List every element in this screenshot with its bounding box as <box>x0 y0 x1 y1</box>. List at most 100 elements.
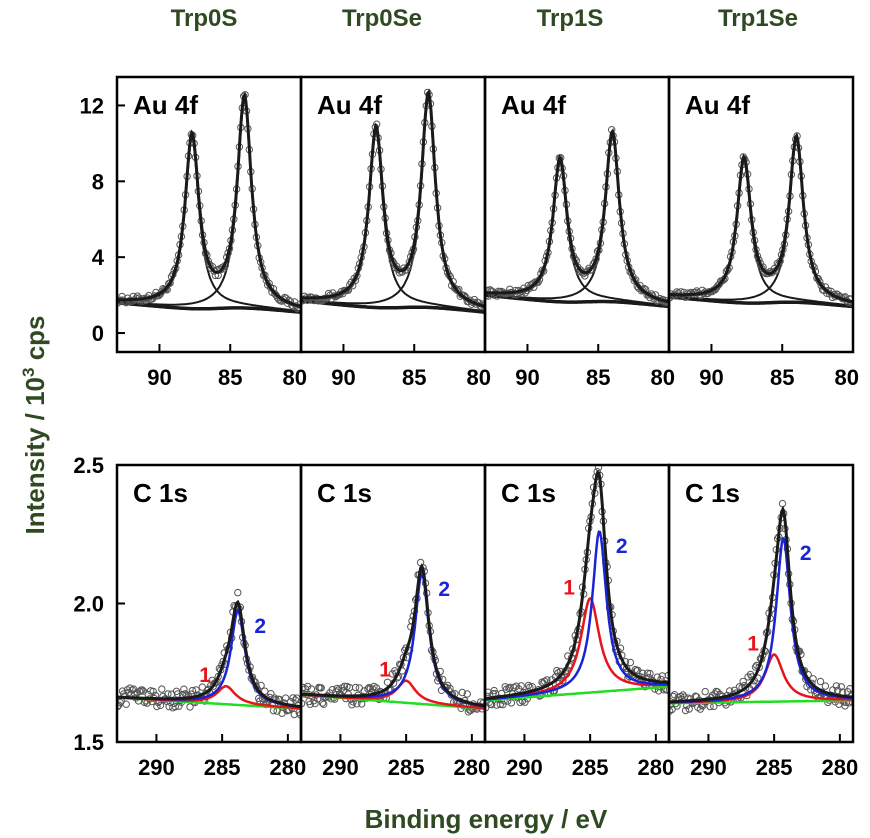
total-fit-line <box>485 127 669 304</box>
data-point <box>488 700 496 709</box>
total-fit-line <box>117 91 301 309</box>
data-point <box>320 700 328 708</box>
data-point <box>307 685 316 693</box>
peak-label-1: 1 <box>199 664 211 687</box>
x-tick-label: 90 <box>331 365 355 390</box>
plot-area <box>485 126 669 309</box>
total-fit-line <box>669 132 853 304</box>
data-point <box>809 675 817 683</box>
data-point <box>778 499 787 508</box>
plot-area <box>117 588 301 719</box>
data-point <box>351 683 360 692</box>
data-point <box>713 688 722 696</box>
panel-bottom-trp1se: 1 2 C 1s 290 285 280 <box>667 463 858 780</box>
data-point <box>505 684 513 692</box>
panel-frame <box>667 463 855 744</box>
background-line <box>485 685 669 702</box>
peak-label-1: 1 <box>379 659 391 682</box>
panel-label: C 1s <box>133 478 188 508</box>
data-point <box>139 687 148 695</box>
x-tick-label: 280 <box>453 755 490 780</box>
total-fit-line <box>301 88 485 308</box>
data-point <box>669 705 676 714</box>
data-point <box>149 687 157 696</box>
plot-area <box>117 91 301 314</box>
x-axis-title: Binding energy / eV <box>365 804 608 834</box>
total-fit-line <box>485 470 669 700</box>
x-tick-label: 80 <box>651 365 675 390</box>
data-point <box>339 687 347 695</box>
data-point <box>453 286 462 295</box>
y-tick-label: 0 <box>92 321 104 346</box>
x-tick-label: 285 <box>204 755 241 780</box>
data-point <box>188 686 197 695</box>
data-point <box>304 682 312 691</box>
x-tick-label: 90 <box>515 365 539 390</box>
x-tick-label: 90 <box>147 365 171 390</box>
panel-bottom-trp0se: 1 2 C 1s 290 285 280 <box>299 463 490 780</box>
data-point <box>234 588 242 597</box>
total-fit-line <box>117 599 301 709</box>
data-point <box>594 465 603 472</box>
au-4f7-component-line <box>301 128 485 313</box>
data-point <box>742 684 750 692</box>
background-line <box>117 300 301 314</box>
x-tick-label: 280 <box>821 755 858 780</box>
x-tick-label: 85 <box>586 365 610 390</box>
x-tick-label: 85 <box>218 365 242 390</box>
data-point <box>463 690 471 698</box>
column-title-trp0se: Trp0Se <box>342 5 422 32</box>
data-point <box>744 673 752 681</box>
y-tick-label: 12 <box>80 93 104 118</box>
data-point <box>681 706 690 715</box>
data-point <box>832 682 841 690</box>
x-tick-label: 290 <box>138 755 175 780</box>
panel-label: Au 4f <box>501 90 566 120</box>
total-fit-line <box>301 562 485 708</box>
data-point <box>340 682 349 690</box>
data-point <box>122 700 130 708</box>
peak-label-2: 2 <box>254 615 266 638</box>
data-point <box>685 705 693 713</box>
panel-label: C 1s <box>501 478 556 508</box>
data-point <box>353 700 361 708</box>
data-point <box>452 285 460 293</box>
x-tick-label: 285 <box>388 755 425 780</box>
panel-bottom-trp0s: 1 2 C 1s 290 285 280 <box>115 463 306 780</box>
panel-label: Au 4f <box>133 90 198 120</box>
au-4f5-component-line <box>485 132 669 304</box>
peak-label-2: 2 <box>800 542 812 565</box>
au-4f5-component-line <box>301 94 485 309</box>
peak-label-2: 2 <box>438 578 450 601</box>
column-title-trp0s: Trp0S <box>171 5 238 32</box>
y-tick-label: 1.5 <box>73 730 104 755</box>
data-point <box>507 699 516 707</box>
data-point <box>639 286 647 294</box>
y-tick-label: 4 <box>92 245 105 270</box>
y-tick-label: 2.0 <box>73 592 104 617</box>
peak-label-2: 2 <box>616 535 628 558</box>
x-tick-label: 85 <box>770 365 794 390</box>
data-point <box>816 677 825 686</box>
y-tick-label: 2.5 <box>73 453 104 478</box>
data-point <box>175 702 183 710</box>
data-point <box>289 694 297 702</box>
plot-area <box>669 132 853 309</box>
x-tick-label: 290 <box>506 755 543 780</box>
data-point <box>267 690 275 698</box>
data-point <box>559 676 567 685</box>
data-point <box>257 681 265 690</box>
data-point <box>701 687 709 696</box>
data-point <box>217 265 225 274</box>
data-point <box>171 703 180 711</box>
peak-label-1: 1 <box>747 633 759 656</box>
plot-area <box>301 88 485 314</box>
panel-label: Au 4f <box>317 90 382 120</box>
data-point <box>626 658 635 667</box>
au-4f7-component-line <box>485 159 669 307</box>
x-tick-label: 80 <box>835 365 859 390</box>
panel-top-trp1se: Au 4f 90 85 80 <box>667 75 859 390</box>
plot-area <box>301 558 485 716</box>
data-point <box>156 701 165 709</box>
data-point <box>180 685 188 693</box>
